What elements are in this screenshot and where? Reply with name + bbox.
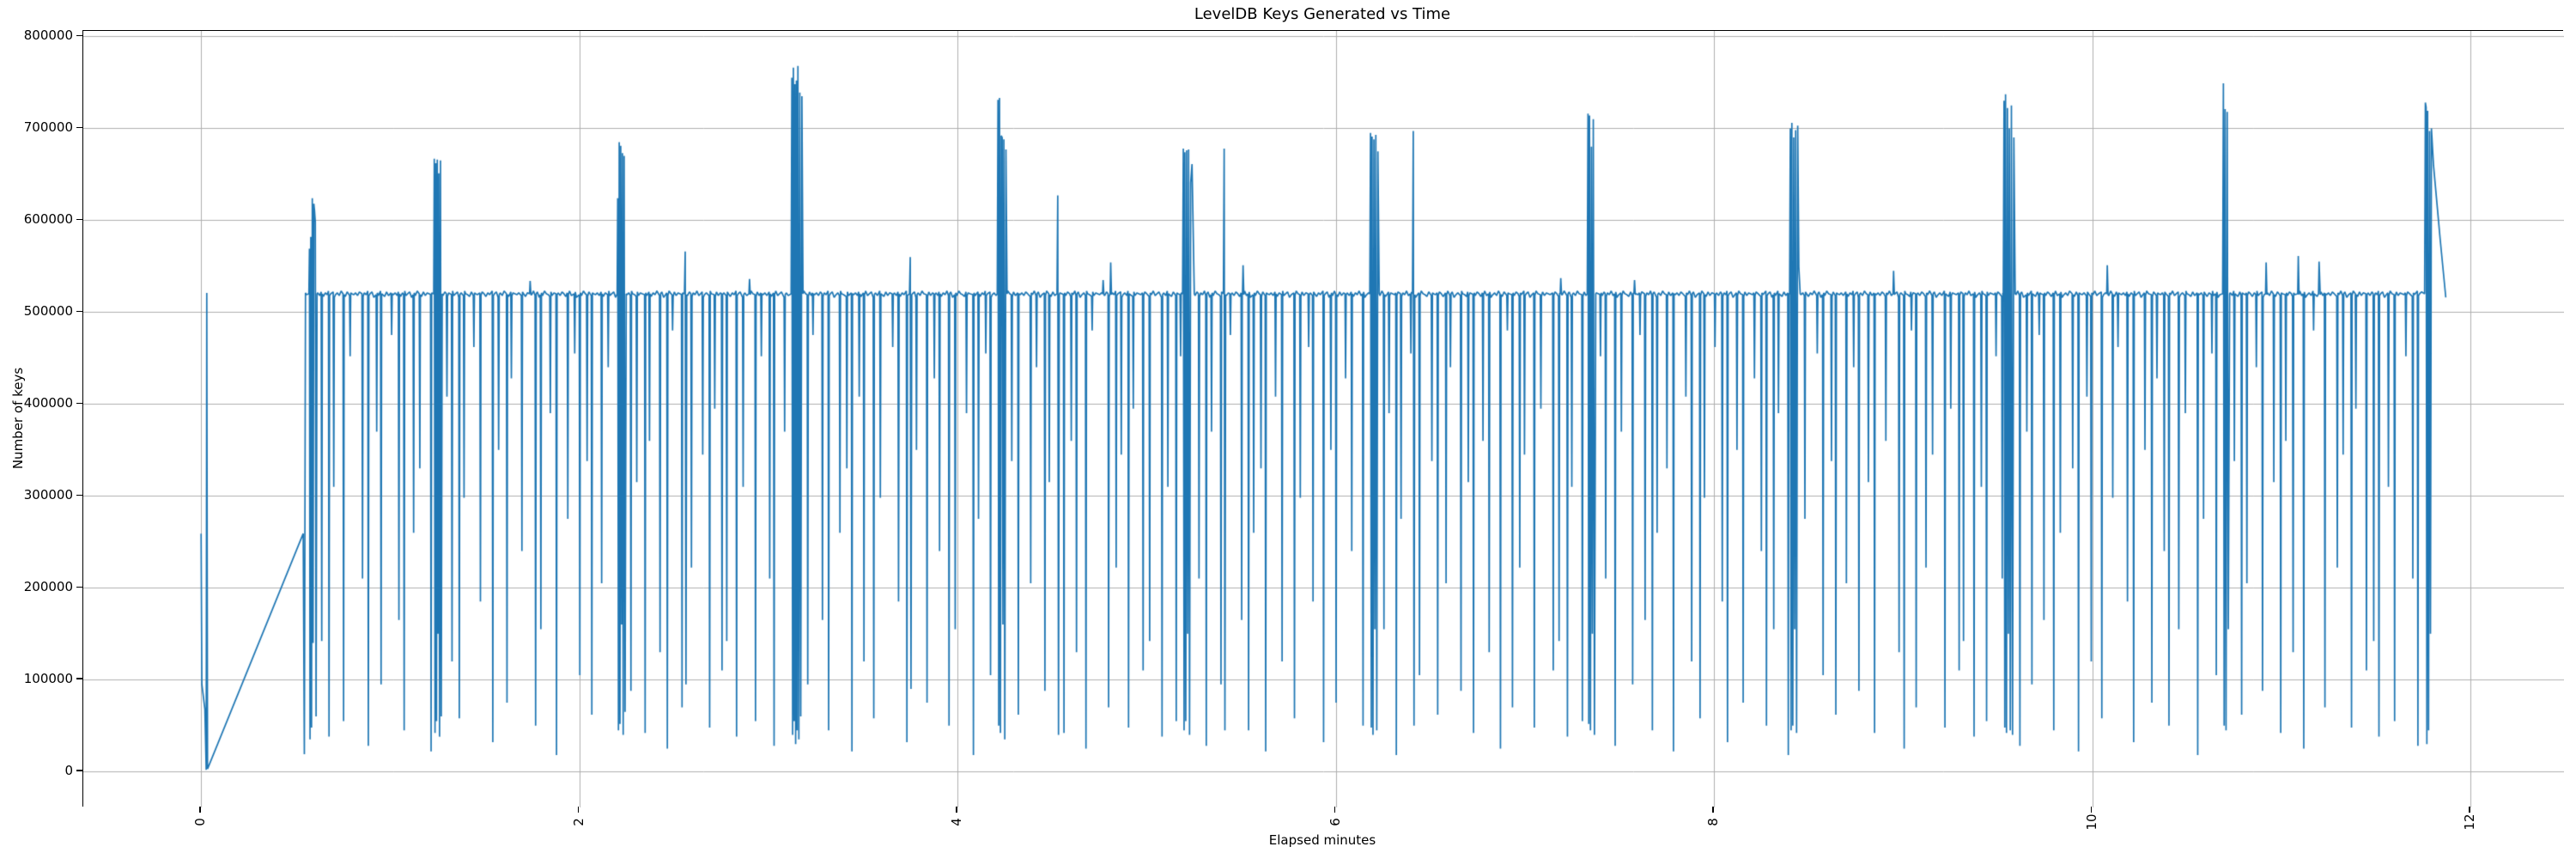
x-tick-label-12: 12 <box>2461 813 2477 831</box>
x-tick-label-10: 10 <box>2083 813 2099 831</box>
x-tick-mark <box>1712 807 1714 813</box>
x-tick-mark <box>577 807 580 813</box>
x-tick-mark <box>956 807 957 813</box>
y-axis-label: Number of keys <box>10 367 26 470</box>
y-tick-mark <box>76 770 82 772</box>
y-tick-mark <box>76 678 82 680</box>
plot-area <box>82 30 2564 807</box>
x-tick-label-2: 2 <box>570 818 586 826</box>
y-tick-mark <box>76 126 82 129</box>
y-tick-mark <box>76 218 82 221</box>
y-tick-label-200000: 200000 <box>23 579 73 595</box>
y-tick-mark <box>76 494 82 497</box>
y-tick-mark <box>76 402 82 405</box>
y-tick-mark <box>76 310 82 313</box>
x-tick-mark <box>199 807 201 813</box>
y-tick-mark <box>76 34 82 37</box>
y-tick-label-700000: 700000 <box>23 119 73 136</box>
line-chart-canvas <box>83 31 2564 807</box>
y-tick-label-300000: 300000 <box>23 487 73 503</box>
y-tick-label-0: 0 <box>64 763 73 779</box>
x-tick-label-6: 6 <box>1327 818 1343 826</box>
x-tick-mark <box>1334 807 1336 813</box>
y-tick-label-500000: 500000 <box>23 303 73 320</box>
y-tick-label-600000: 600000 <box>23 211 73 228</box>
x-tick-mark <box>2469 807 2470 813</box>
y-tick-label-400000: 400000 <box>23 395 73 411</box>
y-tick-label-800000: 800000 <box>23 27 73 44</box>
y-tick-label-100000: 100000 <box>23 671 73 687</box>
y-tick-mark <box>76 586 82 588</box>
chart-title: LevelDB Keys Generated vs Time <box>1194 5 1451 23</box>
x-axis-label: Elapsed minutes <box>1268 832 1376 848</box>
x-tick-label-0: 0 <box>192 818 209 826</box>
x-tick-mark <box>2090 807 2093 813</box>
x-tick-label-8: 8 <box>1705 818 1722 826</box>
x-tick-label-4: 4 <box>949 818 965 826</box>
